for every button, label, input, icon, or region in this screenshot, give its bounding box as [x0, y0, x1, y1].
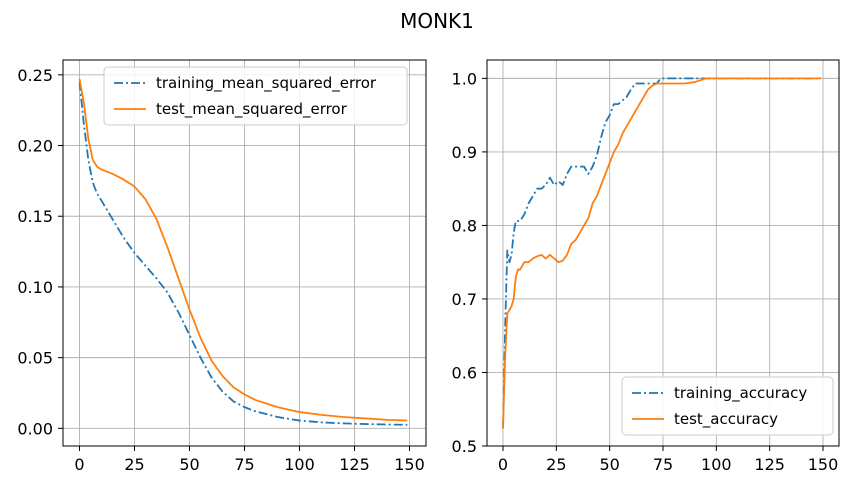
accuracy-chart: 0 25 50 75 100 125 150 0.5 0.6 0.7 0.8 0.9 1.0 traini…	[452, 59, 840, 474]
series-line-test-accuracy	[502, 77, 821, 429]
legend-label: training_mean_squared_error	[156, 74, 377, 93]
figure-title: MONK1	[400, 9, 474, 33]
x-tick-label: 50	[599, 455, 619, 474]
x-tick-label: 150	[394, 455, 425, 474]
y-tick-label: 0.15	[17, 207, 53, 226]
x-tick-label: 0	[498, 455, 508, 474]
mse-chart: 0 25 50 75 100 125 150 0.00 0.05 0.10 0.15 0.20 0.25…	[17, 59, 427, 474]
y-tick-label: 1.0	[452, 69, 477, 88]
x-tick-label: 75	[653, 455, 673, 474]
legend-label: test_mean_squared_error	[156, 100, 348, 119]
series-line-training-mean-squared-error	[78, 81, 408, 426]
y-tick-label: 0.6	[452, 363, 477, 382]
x-tick-label: 50	[179, 455, 199, 474]
y-tick-label: 0.20	[17, 137, 53, 156]
legend-label: training_accuracy	[674, 384, 807, 403]
series-line-test-mean-squared-error	[78, 78, 408, 422]
y-tick-label: 0.7	[452, 290, 477, 309]
x-tick-label: 150	[808, 455, 839, 474]
x-tick-label: 25	[124, 455, 144, 474]
y-tick-label: 0.00	[17, 419, 53, 438]
x-tick-label: 25	[546, 455, 566, 474]
series-line-training-accuracy	[502, 77, 821, 429]
y-tick-label: 0.25	[17, 66, 53, 85]
x-tick-label: 125	[339, 455, 370, 474]
legend-box	[621, 376, 834, 436]
x-tick-label: 100	[701, 455, 732, 474]
y-tick-label: 0.9	[452, 143, 477, 162]
x-tick-label: 0	[74, 455, 84, 474]
x-tick-label: 100	[284, 455, 315, 474]
legend-label: test_accuracy	[674, 410, 778, 429]
x-tick-label: 125	[754, 455, 785, 474]
y-tick-label: 0.8	[452, 216, 477, 235]
y-tick-label: 0.05	[17, 349, 53, 368]
legend-box	[103, 66, 408, 126]
x-tick-label: 75	[234, 455, 254, 474]
y-tick-label: 0.5	[452, 437, 477, 456]
y-tick-label: 0.10	[17, 278, 53, 297]
